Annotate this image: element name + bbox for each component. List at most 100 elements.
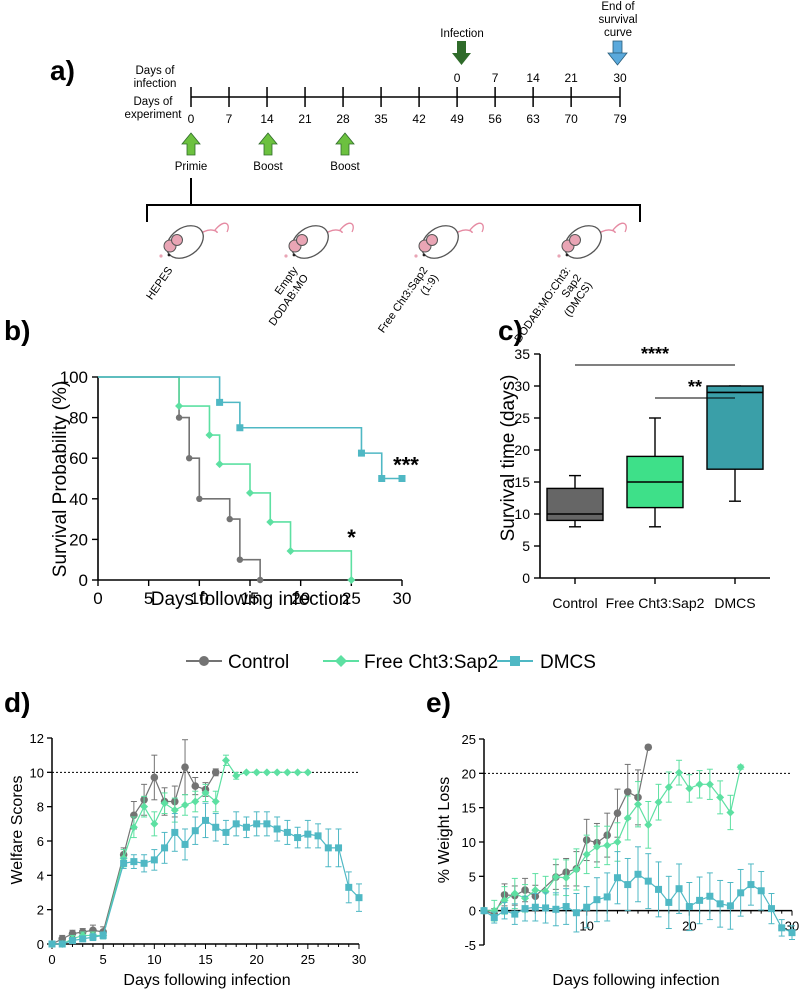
b-censor-mark-control — [236, 556, 244, 563]
b-censor-mark-control — [175, 414, 183, 421]
pe-point-free — [634, 800, 642, 809]
b-censor-mark-free — [266, 517, 275, 526]
boost-label: Boost — [253, 161, 283, 173]
infection-label: Infection — [440, 28, 483, 40]
pe-point-dmcs — [531, 903, 539, 911]
pe-point-control — [623, 788, 632, 796]
b-censor-mark-control — [196, 495, 203, 502]
group-label-line: Free Cht3:Sap2 — [376, 265, 430, 335]
pd-point-free — [303, 768, 312, 777]
end-survival-label-1: End of — [601, 1, 635, 13]
mouse-icon: Free Cht3:Sap2(1:9) — [376, 222, 484, 335]
experiment-day-label: 28 — [336, 112, 350, 126]
pe-point-free — [551, 873, 560, 882]
b-y-tick-label: 80 — [69, 409, 88, 428]
pd-point-free — [221, 756, 230, 765]
b-series-line-dmcs — [98, 376, 402, 480]
legend: Control Free Cht3:Sap2 DMCS — [186, 652, 596, 673]
pd-point-free — [273, 768, 282, 777]
b-censor-mark-free — [286, 546, 295, 555]
pd-point-dmcs — [232, 820, 240, 828]
pd-point-dmcs — [314, 832, 322, 840]
pd-point-dmcs — [345, 883, 353, 891]
pe-point-free — [562, 873, 571, 882]
experiment-day-label: 14 — [260, 112, 274, 126]
c-box — [546, 487, 604, 522]
panel-d: d) Welfare Scores Days following infecti… — [4, 687, 366, 989]
pd-point-free — [181, 800, 190, 809]
mouse-nose — [159, 254, 163, 258]
pd-x-tick-label: 15 — [198, 952, 212, 967]
e-y-axis-title: % Weight Loss — [436, 777, 453, 883]
pd-point-control — [211, 768, 220, 777]
pd-point-dmcs — [222, 828, 230, 836]
legend-dmcs-marker — [510, 656, 520, 666]
b-censor-mark-dmcs — [398, 475, 406, 482]
b-censor-mark-control — [226, 515, 233, 523]
mouse-icon: DODAB:MO:Cht3:Sap2(DMCS) — [512, 222, 627, 345]
experiment-day-label: 63 — [526, 112, 540, 126]
b-significance-star: *** — [393, 453, 419, 478]
mouse-eye — [167, 253, 171, 257]
b-y-tick-label: 40 — [69, 490, 88, 509]
pd-point-free — [242, 768, 251, 777]
boost-label: Boost — [330, 161, 360, 173]
pe-series-line-control — [483, 747, 649, 915]
infection-day-label: 7 — [492, 71, 499, 85]
c-category-label: Control — [552, 595, 597, 611]
group-bracket — [146, 204, 641, 222]
pe-point-free — [531, 886, 540, 895]
pe-point-free — [705, 780, 714, 789]
pd-point-dmcs — [283, 828, 291, 836]
pe-point-dmcs — [757, 887, 765, 895]
e-x-axis-title: Days following infection — [552, 972, 719, 989]
pd-point-dmcs — [335, 844, 343, 852]
mouse-nose — [284, 254, 288, 258]
pd-point-dmcs — [202, 816, 209, 824]
pe-point-dmcs — [788, 929, 796, 937]
pd-x-tick-label: 30 — [352, 952, 366, 967]
pe-y-tick-label: 0 — [469, 904, 476, 919]
pe-point-dmcs — [501, 907, 509, 915]
panel-d-label: d) — [4, 687, 30, 718]
pd-point-free — [201, 788, 210, 797]
b-censor-mark-dmcs — [216, 398, 224, 406]
pe-point-dmcs — [593, 896, 601, 904]
mouse-eye — [422, 253, 426, 257]
panel-b: b) Survival Probability (%) Days followi… — [4, 315, 419, 610]
pe-y-tick-label: -5 — [464, 938, 476, 953]
group-label: HEPES — [144, 265, 175, 302]
legend-control-label: Control — [228, 652, 289, 673]
pd-x-tick-label: 20 — [249, 952, 263, 967]
pd-x-tick-label: 0 — [48, 952, 55, 967]
pd-point-free — [191, 797, 200, 806]
pe-point-free — [695, 780, 704, 789]
b-x-tick-label: 10 — [190, 589, 209, 608]
pd-y-tick-label: 6 — [37, 834, 44, 849]
pd-point-dmcs — [212, 823, 220, 831]
infection-arrow-icon — [452, 41, 471, 65]
c-y-axis-title: Survival time (days) — [498, 375, 519, 542]
pe-point-free — [716, 793, 725, 802]
pd-point-dmcs — [140, 859, 148, 867]
pd-point-free — [129, 823, 138, 832]
pe-point-dmcs — [706, 892, 714, 900]
b-x-tick-label: 30 — [393, 589, 412, 608]
b-censor-mark-control — [186, 455, 193, 462]
mouse-body — [564, 225, 602, 259]
mouse-body — [166, 225, 204, 259]
b-censor-mark-free — [205, 431, 214, 440]
pd-point-dmcs — [161, 844, 169, 852]
b-y-axis-title: Survival Probability (%) — [50, 381, 71, 577]
pd-y-tick-label: 10 — [30, 765, 44, 780]
mouse-ear — [171, 234, 183, 246]
pd-y-tick-label: 4 — [37, 868, 44, 883]
c-y-tick-label: 0 — [522, 570, 530, 586]
panel-e-label: e) — [426, 687, 451, 718]
b-x-tick-label: 25 — [342, 589, 361, 608]
pd-point-dmcs — [253, 820, 261, 828]
c-y-tick-label: 15 — [514, 474, 530, 490]
mouse-nose — [414, 254, 418, 258]
pd-y-tick-label: 0 — [37, 937, 44, 952]
